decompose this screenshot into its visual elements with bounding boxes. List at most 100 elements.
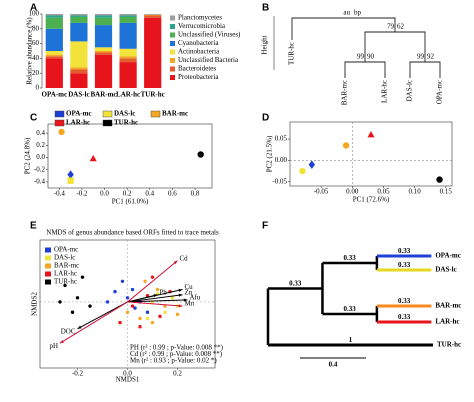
x-tick-label: 0.10 (408, 188, 421, 196)
legend-swatch (45, 247, 51, 253)
legend-swatch (170, 49, 175, 55)
bar-segment (70, 14, 88, 16)
x-tick-label: 0.0 (100, 190, 109, 198)
marker (138, 316, 142, 321)
marker (170, 296, 175, 300)
legend-swatch (170, 66, 175, 72)
marker (58, 128, 65, 136)
chart-title: NMDS of genus abundance based ORFs fitte… (46, 229, 219, 237)
y-axis-label: Height (261, 35, 269, 54)
branch (364, 31, 426, 62)
bar-segment (94, 25, 113, 48)
annotation: PH (r² : 0.99 ; p-Value: 0.008 **) (130, 344, 224, 352)
y-tick-label: 80 (32, 24, 40, 32)
vector-label: DOC (61, 327, 76, 335)
marker (80, 275, 85, 279)
marker (105, 300, 110, 304)
bar-segment (144, 15, 162, 18)
legend-swatch (102, 110, 113, 118)
legend-label: Unclassified (Viruses) (178, 31, 241, 39)
bar-segment (144, 14, 162, 16)
branch (344, 61, 386, 78)
axes-frame (47, 123, 213, 189)
vector (59, 301, 128, 344)
marker (308, 160, 316, 169)
legend-label: BAR-mc (162, 110, 188, 118)
vector (127, 299, 188, 303)
annotation: Cd (r² : 0.99 ; p-Value: 0.008 **) (130, 350, 223, 358)
bar-segment (94, 52, 113, 55)
bar-segment (45, 17, 63, 29)
y-tick-label: 100 (29, 10, 40, 18)
leaf-label: TUR-hc (437, 341, 461, 349)
legend-label: DAS-lc (114, 110, 135, 118)
au-value: 99 (357, 53, 365, 61)
vector-label: Pb (160, 288, 168, 296)
marker (130, 304, 135, 308)
x-tick-label: 0.6 (168, 190, 177, 198)
vector-label: pH (49, 342, 58, 350)
legend-label: Actinobacteria (178, 48, 220, 56)
vector-label: Mn (185, 300, 195, 308)
marker (367, 130, 375, 138)
panel-letter: A (30, 3, 37, 14)
panel-letter: C (30, 113, 37, 124)
vector-label: Cd (180, 254, 189, 262)
marker (299, 167, 306, 175)
bar-segment (70, 16, 88, 23)
arrow-head (178, 304, 183, 308)
branch-length: 0.33 (344, 305, 357, 313)
x-tick-label: TUR-hc (141, 91, 165, 99)
legend-label: Bacteroidetes (178, 65, 216, 73)
bar-segment (45, 56, 63, 59)
y-tick-label: 0.4 (36, 129, 45, 137)
arrow-head (60, 339, 64, 344)
y-tick-label: 0 (36, 84, 40, 92)
marker (118, 320, 122, 325)
marker (120, 279, 125, 283)
legend-swatch (54, 110, 65, 118)
panel-letter: F (262, 221, 268, 232)
bar-segment (144, 17, 162, 89)
x-tick-label: 0.4 (145, 190, 154, 198)
vector-label: Zn (185, 288, 193, 296)
bp-value: 92 (427, 53, 435, 61)
bar-segment (94, 14, 113, 16)
x-tick-label: 0.00 (346, 188, 359, 196)
y-axis-label: PC2 (21.5%) (266, 135, 274, 172)
bar-segment (119, 22, 137, 49)
marker (70, 310, 75, 314)
x-tick-label: -0.05 (314, 188, 329, 196)
marker (130, 287, 135, 292)
legend-swatch (102, 119, 113, 127)
vector (127, 289, 183, 303)
x-tick-label: BAR-mc (90, 91, 116, 99)
marker (67, 177, 74, 184)
legend-label: TUR-hc (54, 278, 77, 286)
legend-label: Planctomycetes (178, 14, 222, 22)
legend-label: Unclassified Bacteria (178, 56, 239, 64)
y-axis-label: PC2 (24.8%) (24, 137, 32, 174)
x-tick-label: 0.2 (173, 370, 182, 378)
bar-segment (119, 16, 137, 23)
vector (127, 301, 183, 307)
branch-length: 1 (349, 336, 353, 344)
bar-segment (119, 14, 137, 16)
marker (145, 310, 150, 314)
vector-label: Afu (190, 293, 201, 301)
marker (175, 312, 180, 317)
legend-swatch (45, 255, 51, 261)
edge-label: bp (354, 9, 362, 17)
bar-segment (94, 47, 113, 51)
bar-segment (70, 67, 88, 70)
legend-label: LAR-hc (66, 119, 90, 127)
marker (133, 306, 137, 310)
legend-swatch (170, 58, 175, 63)
branch-length: 0.33 (398, 297, 411, 305)
leaf-label: OPA-mc (436, 80, 444, 104)
bar-segment (45, 28, 63, 51)
panel-letter: B (262, 3, 269, 14)
arrow-head (178, 288, 183, 292)
legend-swatch (170, 15, 175, 21)
